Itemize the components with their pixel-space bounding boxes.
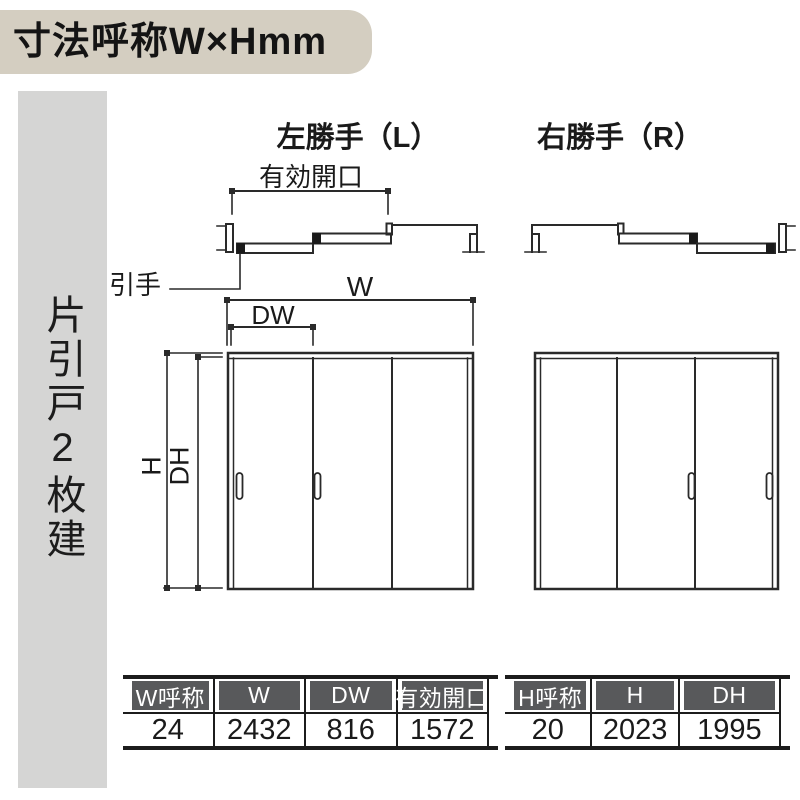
door-type-label: 片引戸2枚建 (40, 293, 85, 562)
front-door-panel-plan (236, 242, 314, 254)
table-column: W呼称 24 (123, 679, 213, 746)
column-header: H呼称 (514, 681, 587, 711)
table-cell: 20 (505, 714, 591, 746)
table-cell: 2023 (592, 714, 678, 746)
right-jamb (778, 223, 796, 253)
table-column: DW 816 (304, 679, 396, 746)
table-cell: 1572 (397, 714, 487, 746)
pull-handle-leader (169, 253, 241, 290)
left-hand-title: 左勝手（L） (276, 122, 440, 154)
right-plan-view (524, 222, 796, 254)
effective-opening-dimension (229, 188, 391, 215)
table-column: H 2023 (590, 679, 678, 746)
door-pull-recess (313, 472, 322, 500)
door-pull-recess (765, 472, 774, 500)
dw-dimension (228, 324, 316, 346)
right-hand-title: 右勝手（R） (537, 122, 703, 154)
door-pull-recess (235, 472, 244, 500)
table-cell: 1995 (679, 714, 779, 746)
right-elevation (533, 351, 780, 591)
table-cell: 2432 (214, 714, 304, 746)
pull-handle-marker (766, 243, 775, 254)
column-header: W呼称 (132, 681, 209, 711)
column-header: DW (310, 681, 392, 710)
column-header: H (596, 681, 674, 710)
column-header: W (218, 681, 300, 710)
back-door-panel-plan (312, 232, 392, 245)
wall-and-left-jamb (524, 224, 619, 253)
front-door-panel-plan (696, 242, 776, 254)
dimension-title-box: 寸法呼称W×Hmm (0, 10, 372, 74)
left-jamb (216, 223, 234, 253)
pull-handle-marker (312, 233, 321, 244)
effective-opening-label: 有効開口 (258, 162, 363, 192)
column-header: DH (683, 681, 775, 710)
door-pull-recess (687, 472, 696, 500)
width-dimension-table: W呼称 24 W 2432 DW 816 有効開口 1572 (123, 675, 498, 750)
left-plan-view (169, 188, 485, 290)
dimension-title-label: 寸法呼称W×Hmm (13, 21, 328, 63)
back-door-panel-plan (618, 232, 698, 245)
table-column: W 2432 (212, 679, 304, 746)
w-dimension (224, 297, 476, 346)
pull-handle-label: 引手 (109, 270, 162, 300)
pull-handle-marker (236, 243, 245, 254)
wall-and-right-jamb (391, 224, 485, 253)
height-dimension-table: H呼称 20 H 2023 DH 1995 (505, 675, 790, 750)
table-cell: 24 (123, 714, 213, 746)
dh-dimension (163, 354, 223, 591)
column-header: 有効開口 (395, 681, 489, 711)
h-dimension (164, 350, 223, 591)
dw-dimension-label: DW (251, 300, 295, 330)
pull-handle-marker (689, 233, 698, 244)
left-elevation-frame (226, 351, 475, 591)
left-elevation (163, 297, 476, 591)
pocket-edge (385, 222, 393, 236)
table-column: 有効開口 1572 (395, 679, 489, 746)
w-dimension-label: W (346, 271, 374, 302)
table-column: DH 1995 (677, 679, 781, 746)
table-cell: 816 (306, 714, 396, 746)
door-type-band: 片引戸2枚建 (18, 91, 107, 788)
right-elevation-frame (533, 351, 780, 591)
table-column: H呼称 20 (505, 679, 591, 746)
